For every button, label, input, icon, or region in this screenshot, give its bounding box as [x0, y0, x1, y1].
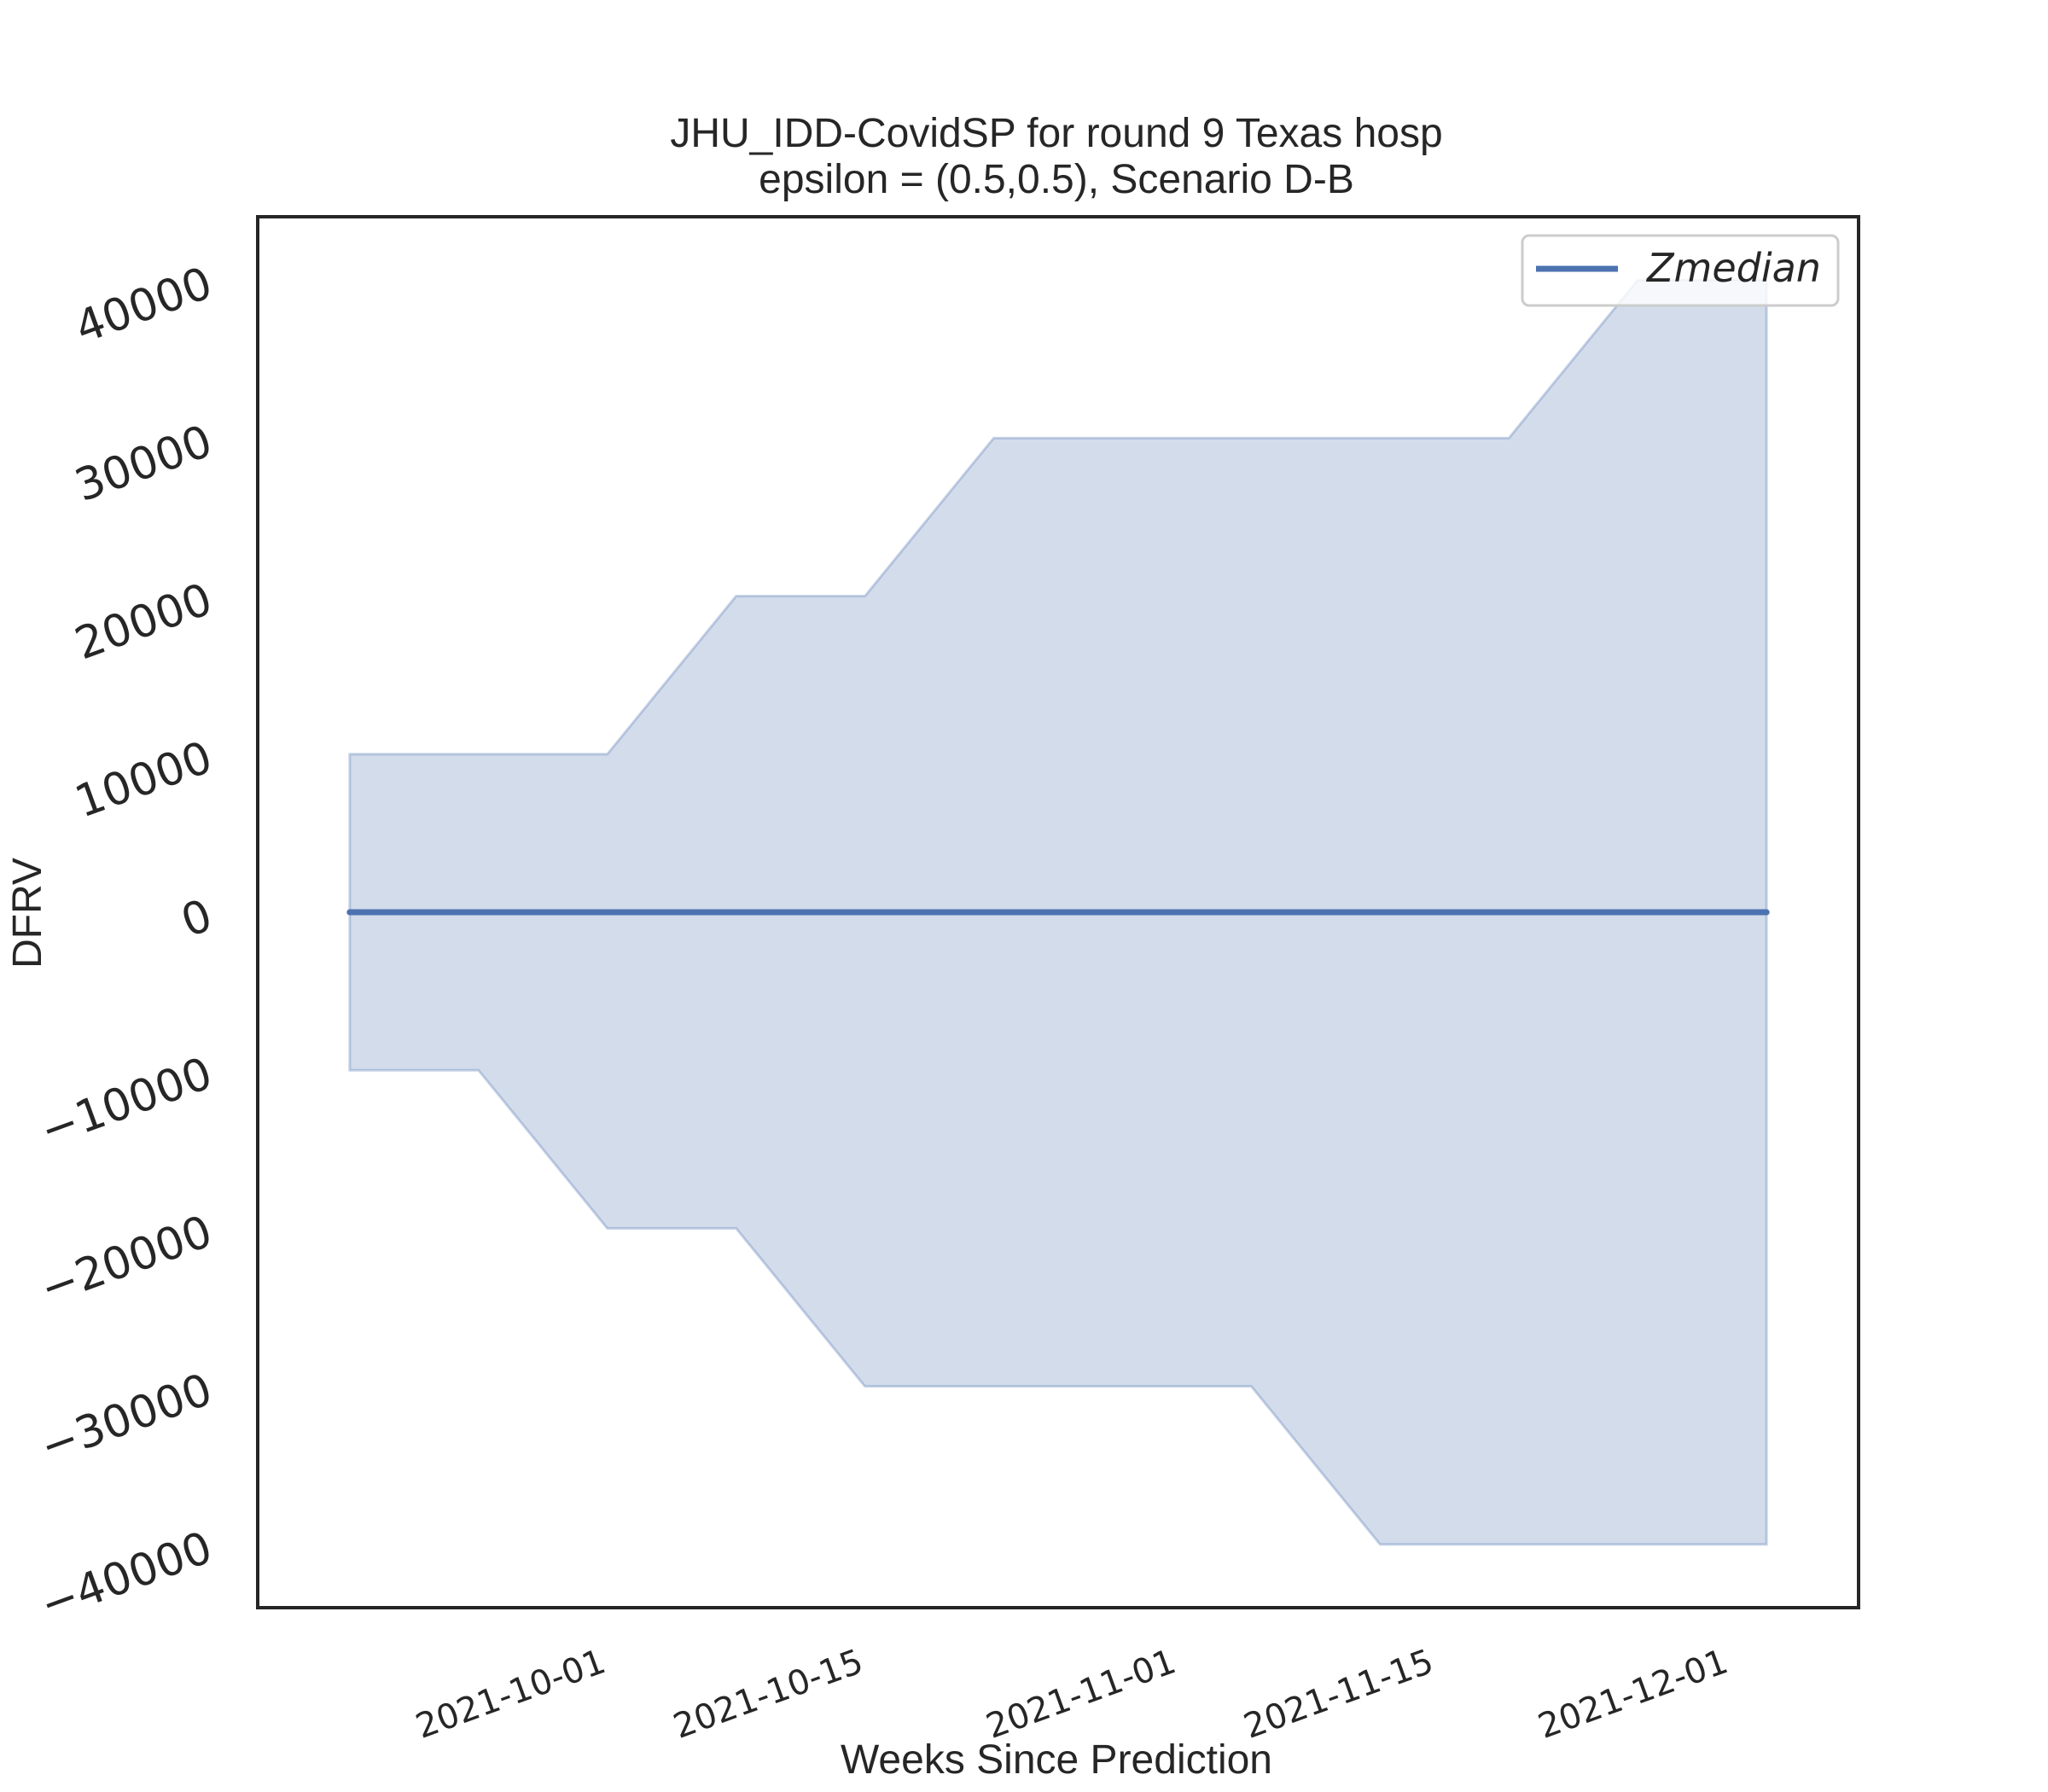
y-tick-label: 20000	[68, 573, 218, 670]
x-tick-label: 2021-10-01	[410, 1642, 610, 1747]
x-tick-label: 2021-12-01	[1533, 1642, 1733, 1747]
legend-box	[1521, 234, 1840, 307]
x-tick-label: 2021-11-01	[981, 1642, 1181, 1747]
legend-label-zmedian: Zmedian	[1645, 245, 1821, 291]
y-tick-label: −20000	[34, 1206, 219, 1315]
chart-subtitle: epsilon = (0.5,0.5), Scenario D-B	[759, 157, 1354, 202]
y-tick-label: 30000	[68, 416, 218, 512]
y-tick-label: 0	[175, 890, 219, 948]
legend: Zmedian	[1521, 234, 1840, 307]
y-tick-label: 40000	[68, 258, 218, 354]
plot-frame	[256, 215, 1860, 1609]
x-axis-label: Weeks Since Prediction	[841, 1737, 1272, 1783]
x-tick-label: 2021-11-15	[1239, 1642, 1439, 1747]
y-axis-ticks: −40000 −30000 −20000 −10000 0 10000 20000 30000…	[34, 258, 219, 1632]
y-tick-label: −10000	[34, 1048, 219, 1157]
x-axis-ticks: 2021-10-01 2021-10-15 2021-11-01 2021-11-15…	[410, 1642, 1733, 1747]
plot-area	[346, 278, 1770, 1546]
chart-title: JHU_IDD-CovidSP for round 9 Texas hosp	[670, 111, 1442, 156]
y-axis-label: DFRV	[5, 858, 50, 969]
x-tick-label: 2021-10-15	[668, 1642, 868, 1747]
y-tick-label: −40000	[34, 1522, 219, 1632]
y-tick-label: −30000	[34, 1364, 219, 1474]
y-tick-label: 10000	[68, 732, 218, 829]
